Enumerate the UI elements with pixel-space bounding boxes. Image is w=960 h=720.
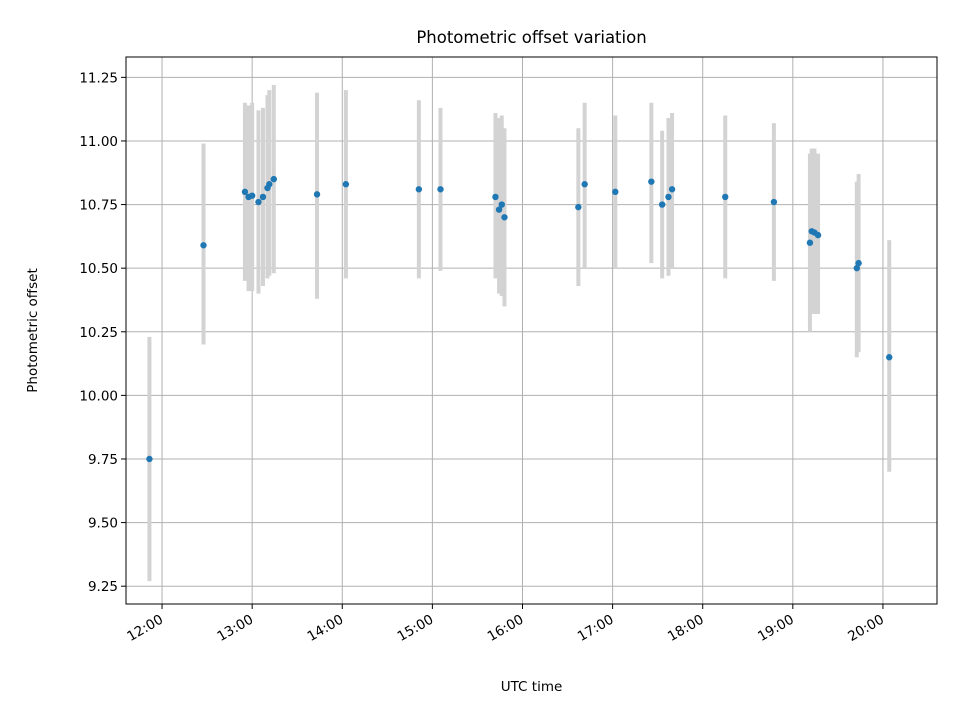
y-tick-label: 9.25	[88, 579, 118, 595]
data-point	[575, 203, 582, 211]
data-point	[581, 181, 588, 188]
y-tick-label: 9.50	[88, 516, 118, 532]
data-point	[806, 239, 814, 246]
data-point	[255, 198, 262, 206]
y-axis-label: Photometric offset	[25, 268, 41, 392]
x-tick-label: 15:00	[395, 612, 437, 645]
grid	[126, 57, 937, 604]
y-tick-label: 9.75	[88, 452, 118, 468]
data-point	[612, 188, 619, 196]
data-point	[313, 191, 321, 198]
data-point	[855, 259, 862, 267]
data-point	[770, 198, 778, 206]
y-tick-label: 10.75	[79, 198, 118, 214]
data-point	[200, 242, 207, 249]
x-tick-label: 17:00	[575, 612, 617, 645]
data-point	[259, 193, 267, 201]
data-point	[437, 186, 444, 193]
y-tick-label: 10.00	[79, 388, 118, 404]
data-point	[722, 193, 729, 201]
y-tick-label: 11.00	[79, 134, 118, 150]
data-point	[415, 186, 423, 193]
x-tick-label: 18:00	[665, 612, 707, 645]
data-point	[498, 201, 505, 208]
x-tick-label: 19:00	[755, 612, 797, 645]
data-point	[266, 181, 273, 188]
data-point	[886, 354, 893, 361]
data-point	[342, 181, 350, 188]
x-axis: 12:00 13:00 14:00 15:00 16:00 17:00 18:00 19:00…	[124, 604, 887, 645]
x-tick-label: 16:00	[485, 612, 527, 645]
data-point	[241, 188, 249, 196]
data-point	[668, 186, 676, 193]
y-tick-label: 10.50	[79, 261, 118, 277]
data-point	[248, 192, 256, 199]
y-axis: 9.25 9.50 9.75 10.00 10.25 10.50 10.75 11.00 11.…	[79, 70, 126, 595]
plot-frame	[125, 56, 938, 605]
data-point	[270, 175, 277, 183]
x-tick-label: 13:00	[214, 612, 256, 645]
data-point	[648, 178, 655, 185]
x-tick-label: 20:00	[845, 612, 887, 645]
data-points	[146, 175, 893, 463]
y-tick-label: 10.25	[79, 325, 118, 341]
data-point	[501, 214, 508, 221]
chart-title: Photometric offset variation	[416, 28, 646, 47]
data-point	[853, 264, 861, 272]
x-tick-label: 12:00	[124, 612, 166, 645]
data-point	[492, 193, 499, 201]
y-tick-label: 11.25	[79, 70, 118, 86]
data-point	[495, 206, 503, 213]
data-point	[665, 193, 672, 201]
data-point	[658, 201, 666, 208]
data-point	[814, 231, 822, 239]
x-tick-label: 14:00	[305, 612, 347, 645]
data-point	[146, 455, 153, 463]
x-axis-label: UTC time	[501, 679, 563, 695]
error-bars	[147, 84, 892, 582]
